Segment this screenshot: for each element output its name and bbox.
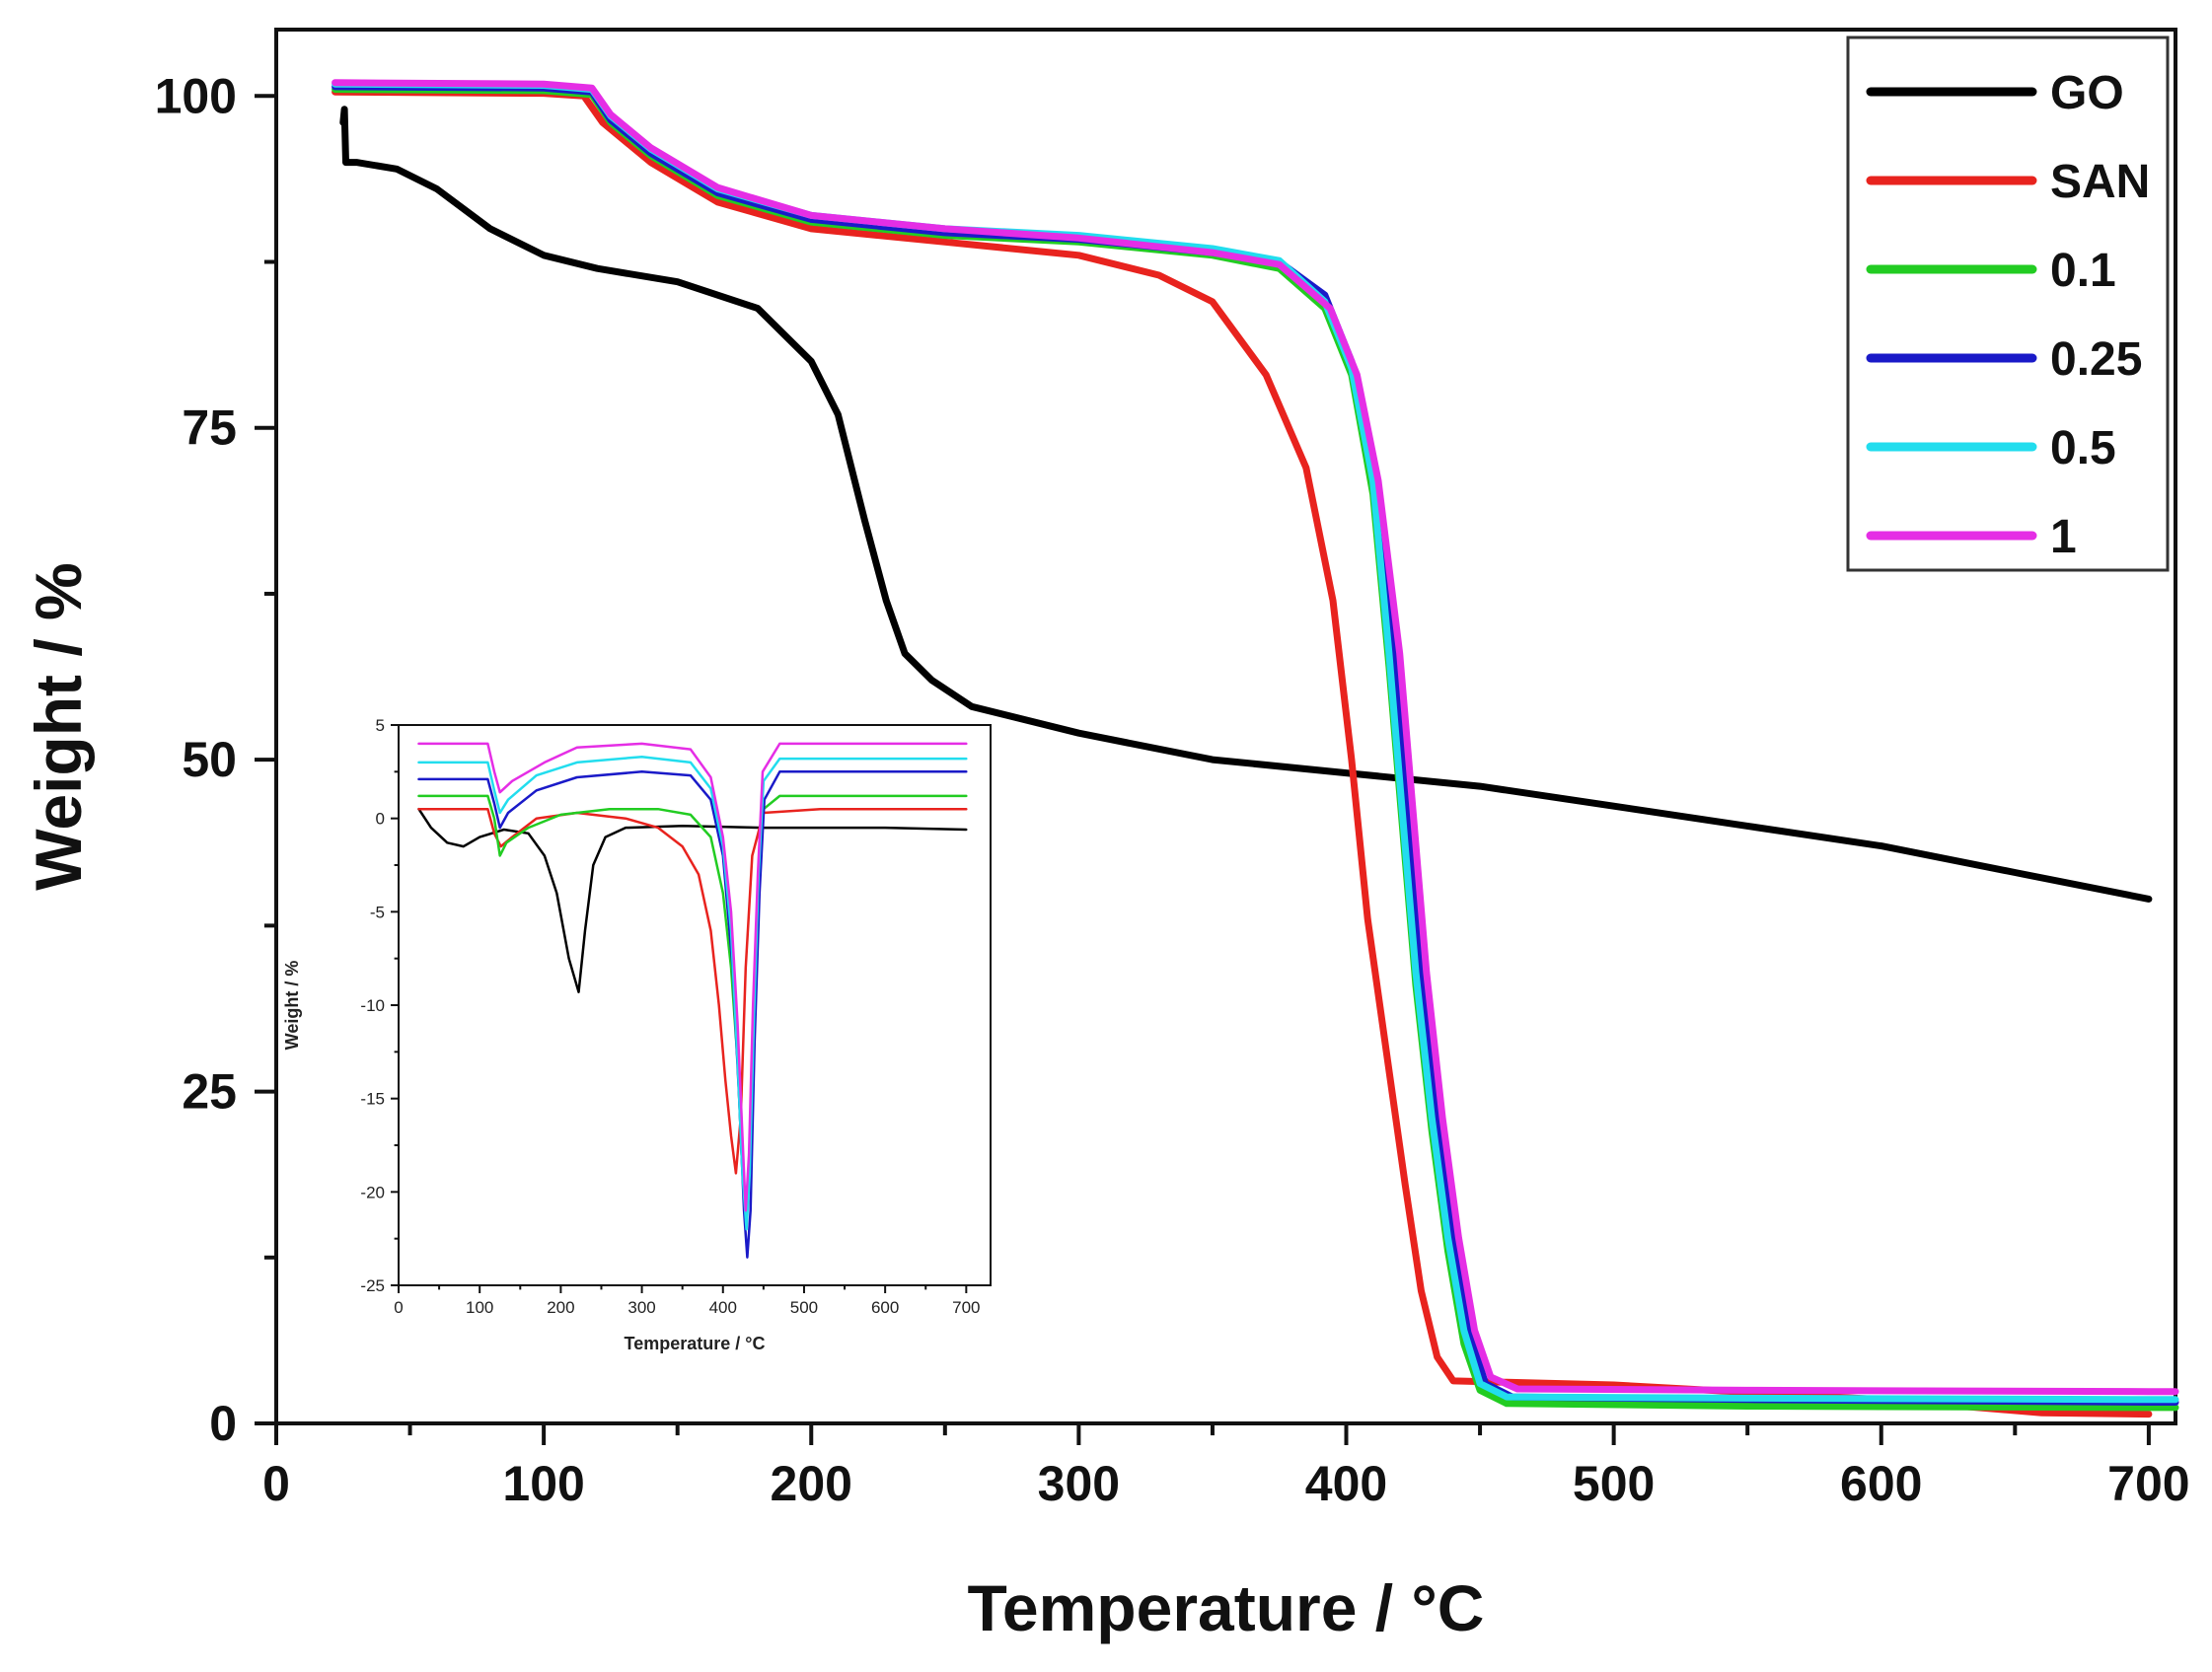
inset-y-tick-label: 0	[376, 810, 385, 829]
x-tick-label: 700	[2107, 1456, 2189, 1511]
inset-x-axis-title: Temperature / °C	[625, 1334, 766, 1353]
x-tick-label: 0	[262, 1456, 290, 1511]
inset-y-tick-label: -10	[360, 996, 385, 1015]
x-tick-label: 300	[1038, 1456, 1120, 1511]
inset-y-tick-label: 5	[376, 716, 385, 735]
y-tick-label: 25	[182, 1064, 237, 1120]
y-tick-label: 0	[209, 1396, 237, 1451]
legend: GO SAN 0.1 0.25 0.5 1	[1846, 36, 2170, 572]
series-line-1	[332, 79, 2179, 1396]
inset-x-tick-label: 500	[790, 1298, 818, 1317]
inset-plot: 0 100 200 300 400 500 600 700 5 0 -5 -10 -15 -20 -25 Te…	[282, 716, 992, 1353]
y-tick-label: 75	[182, 400, 237, 456]
y-tick-label: 100	[155, 68, 237, 123]
inset-y-tick-label: -20	[360, 1183, 385, 1201]
inset-x-tick-label: 400	[709, 1298, 737, 1317]
inset-x-tick-label: 700	[952, 1298, 980, 1317]
y-tick-label: 50	[182, 732, 237, 787]
x-tick-label: 500	[1573, 1456, 1655, 1511]
series-line-GO	[339, 106, 2153, 903]
x-tick-label: 600	[1840, 1456, 1922, 1511]
inset-y-tick-label: -5	[370, 903, 385, 921]
inset-x-tick-label: 100	[466, 1298, 493, 1317]
inset-x-tick-label: 200	[547, 1298, 574, 1317]
inset-x-tick-label: 300	[627, 1298, 655, 1317]
legend-box	[1846, 36, 2170, 572]
legend-label-0_25: 0.25	[2050, 333, 2142, 386]
x-axis-title: Temperature / °C	[968, 1571, 1485, 1644]
y-axis-title: Weight / %	[22, 562, 95, 890]
inset-series-line-GO	[417, 807, 968, 993]
inset-x-tick-label: 600	[871, 1298, 899, 1317]
legend-label-1: 1	[2050, 511, 2077, 563]
inset-y-axis-title: Weight / %	[282, 961, 302, 1051]
legend-label-0_1: 0.1	[2050, 245, 2116, 297]
inset-y-tick-label: -15	[360, 1090, 385, 1109]
inset-series-line-1	[417, 742, 968, 1212]
x-tick-label: 200	[771, 1456, 852, 1511]
legend-label-GO: GO	[2050, 67, 2124, 119]
legend-label-SAN: SAN	[2050, 156, 2150, 208]
legend-label-0_5: 0.5	[2050, 422, 2116, 474]
x-tick-label: 100	[502, 1456, 584, 1511]
inset-x-tick-label: 0	[394, 1298, 403, 1317]
inset-y-tick-label: -25	[360, 1276, 385, 1295]
x-tick-label: 400	[1305, 1456, 1387, 1511]
